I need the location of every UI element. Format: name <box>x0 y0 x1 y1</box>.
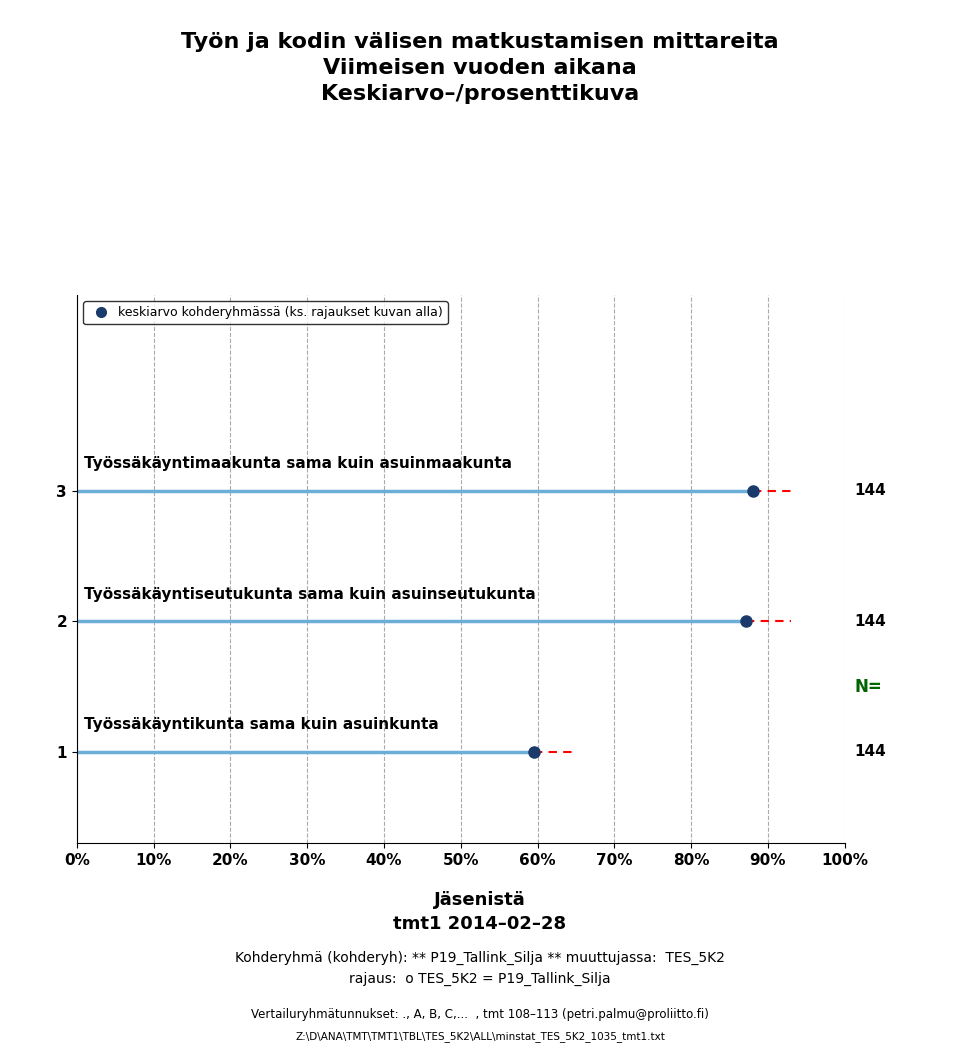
Text: Jäsenistä: Jäsenistä <box>434 891 526 909</box>
Text: Työssäkäyntimaakunta sama kuin asuinmaakunta: Työssäkäyntimaakunta sama kuin asuinmaak… <box>84 456 513 471</box>
Legend: keskiarvo kohderyhmässä (ks. rajaukset kuvan alla): keskiarvo kohderyhmässä (ks. rajaukset k… <box>84 301 447 325</box>
Text: N=: N= <box>854 678 882 696</box>
Text: Kohderyhmä (kohderyh): ** P19_Tallink_Silja ** muuttujassa:  TES_5K2: Kohderyhmä (kohderyh): ** P19_Tallink_Si… <box>235 951 725 964</box>
Text: rajaus:  o TES_5K2 = P19_Tallink_Silja: rajaus: o TES_5K2 = P19_Tallink_Silja <box>349 972 611 985</box>
Text: Työn ja kodin välisen matkustamisen mittareita
Viimeisen vuoden aikana
Keskiarvo: Työn ja kodin välisen matkustamisen mitt… <box>181 32 779 104</box>
Text: Työssäkäyntikunta sama kuin asuinkunta: Työssäkäyntikunta sama kuin asuinkunta <box>84 718 440 733</box>
Text: 144: 144 <box>854 484 886 499</box>
Text: Z:\D\ANA\TMT\TMT1\TBL\TES_5K2\ALL\minstat_TES_5K2_1035_tmt1.txt: Z:\D\ANA\TMT\TMT1\TBL\TES_5K2\ALL\minsta… <box>295 1031 665 1041</box>
Text: tmt1 2014–02–28: tmt1 2014–02–28 <box>394 915 566 933</box>
Text: 144: 144 <box>854 744 886 759</box>
Text: 144: 144 <box>854 613 886 629</box>
Text: Työssäkäyntiseutukunta sama kuin asuinseutukunta: Työssäkäyntiseutukunta sama kuin asuinse… <box>84 587 537 602</box>
Text: Vertailuryhmätunnukset: ., A, B, C,...  , tmt 108–113 (petri.palmu@proliitto.fi): Vertailuryhmätunnukset: ., A, B, C,... ,… <box>252 1008 708 1020</box>
